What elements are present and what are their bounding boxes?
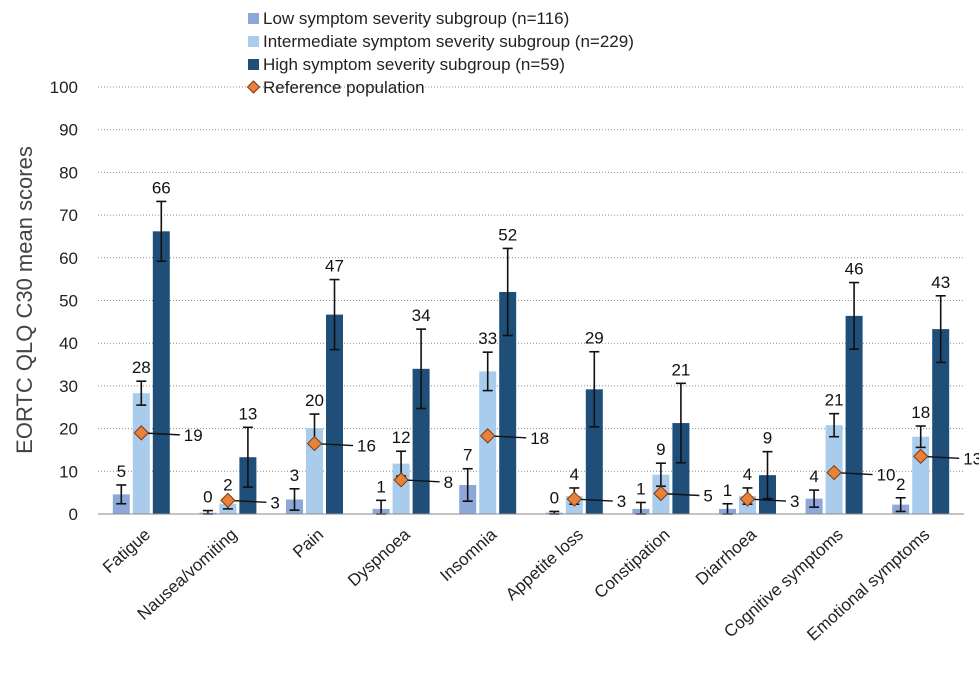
reference-marker <box>653 485 669 502</box>
reference-marker <box>826 464 842 481</box>
data-label: 28 <box>132 358 151 377</box>
y-tick-label: 50 <box>59 292 78 311</box>
data-label: 0 <box>203 488 212 507</box>
data-label: 47 <box>325 257 344 276</box>
reference-label: 13 <box>963 449 979 468</box>
reference-marker <box>306 435 323 452</box>
reference-markers <box>133 425 929 509</box>
reference-label: 3 <box>790 492 799 511</box>
bar <box>412 368 430 514</box>
y-tick-label: 30 <box>59 377 78 396</box>
reference-label: 19 <box>184 426 203 445</box>
y-tick-label: 70 <box>59 206 78 225</box>
data-label: 1 <box>376 477 385 496</box>
data-label: 13 <box>238 404 257 423</box>
error-bars <box>116 200 946 515</box>
y-tick-label: 60 <box>59 249 78 268</box>
reference-marker <box>220 492 236 509</box>
legend-label: Intermediate symptom severity subgroup (… <box>263 32 634 51</box>
data-label: 21 <box>825 391 844 410</box>
y-tick-label: 10 <box>59 462 78 481</box>
data-label: 12 <box>392 428 411 447</box>
reference-label: 10 <box>877 466 896 485</box>
legend-swatch <box>246 80 261 94</box>
reference-marker <box>739 491 756 507</box>
reference-marker <box>566 491 583 507</box>
reference-marker <box>479 428 496 444</box>
legend-swatch <box>248 59 259 70</box>
bar <box>152 231 170 515</box>
data-label: 2 <box>896 475 905 494</box>
x-tick-label: Insomnia <box>436 524 500 585</box>
data-label: 4 <box>809 467 818 486</box>
y-axis-ticks: 0 10 20 30 40 50 60 70 80 90 100 <box>50 78 78 524</box>
legend-label: Reference population <box>263 78 425 97</box>
legend-swatch <box>248 13 259 24</box>
y-axis-label: EORTC QLQ C30 mean scores <box>12 146 37 454</box>
data-label: 18 <box>911 403 930 422</box>
data-label: 46 <box>845 260 864 279</box>
bar <box>845 315 863 514</box>
bar <box>306 428 323 514</box>
legend: Low symptom severity subgroup (n=116) Int… <box>246 9 634 97</box>
data-label: 66 <box>152 178 171 197</box>
reference-marker <box>393 472 409 488</box>
data-label: 52 <box>498 225 517 244</box>
y-tick-label: 40 <box>59 334 78 353</box>
bar <box>932 329 950 514</box>
reference-label: 3 <box>617 492 626 511</box>
data-label: 9 <box>763 429 772 448</box>
y-tick-label: 80 <box>59 163 78 182</box>
data-label: 1 <box>723 481 732 500</box>
legend-label: High symptom severity subgroup (n=59) <box>263 55 565 74</box>
data-label: 0 <box>550 488 559 507</box>
y-tick-label: 100 <box>50 78 78 97</box>
x-tick-label: Constipation <box>591 525 674 602</box>
x-tick-label: Pain <box>289 525 327 562</box>
grid <box>98 86 964 472</box>
bar <box>499 291 517 514</box>
data-label: 4 <box>743 465 752 484</box>
data-label: 43 <box>931 273 950 292</box>
data-label: 29 <box>585 329 604 348</box>
bar <box>585 389 603 514</box>
data-label: 7 <box>463 446 472 465</box>
legend-swatch <box>248 36 259 47</box>
reference-label: 18 <box>530 429 549 448</box>
x-tick-label: Appetite loss <box>502 525 587 604</box>
y-tick-label: 90 <box>59 121 78 140</box>
y-tick-label: 0 <box>69 505 78 524</box>
data-label: 4 <box>570 465 579 484</box>
legend-label: Low symptom severity subgroup (n=116) <box>263 9 569 28</box>
data-label: 21 <box>671 360 690 379</box>
reference-marker <box>133 425 150 441</box>
bar <box>132 393 150 514</box>
data-label: 9 <box>656 440 665 459</box>
reference-label: 5 <box>703 487 712 506</box>
data-label: 2 <box>223 476 232 495</box>
x-tick-label: Dyspnoea <box>344 524 414 590</box>
reference-label: 8 <box>444 473 453 492</box>
data-label: 3 <box>290 466 299 485</box>
reference-label: 16 <box>357 437 376 456</box>
data-label: 20 <box>305 391 324 410</box>
reference-label: 3 <box>270 493 279 512</box>
x-tick-label: Diarrhoea <box>692 524 761 588</box>
x-tick-label: Fatigue <box>99 525 154 577</box>
data-label: 34 <box>412 306 431 325</box>
bar <box>912 436 930 514</box>
y-tick-label: 20 <box>59 420 78 439</box>
bar <box>672 423 690 514</box>
data-label: 5 <box>117 462 126 481</box>
bar <box>326 314 343 514</box>
data-label: 1 <box>636 479 645 498</box>
data-label: 33 <box>478 329 497 348</box>
reference-marker <box>912 448 929 465</box>
